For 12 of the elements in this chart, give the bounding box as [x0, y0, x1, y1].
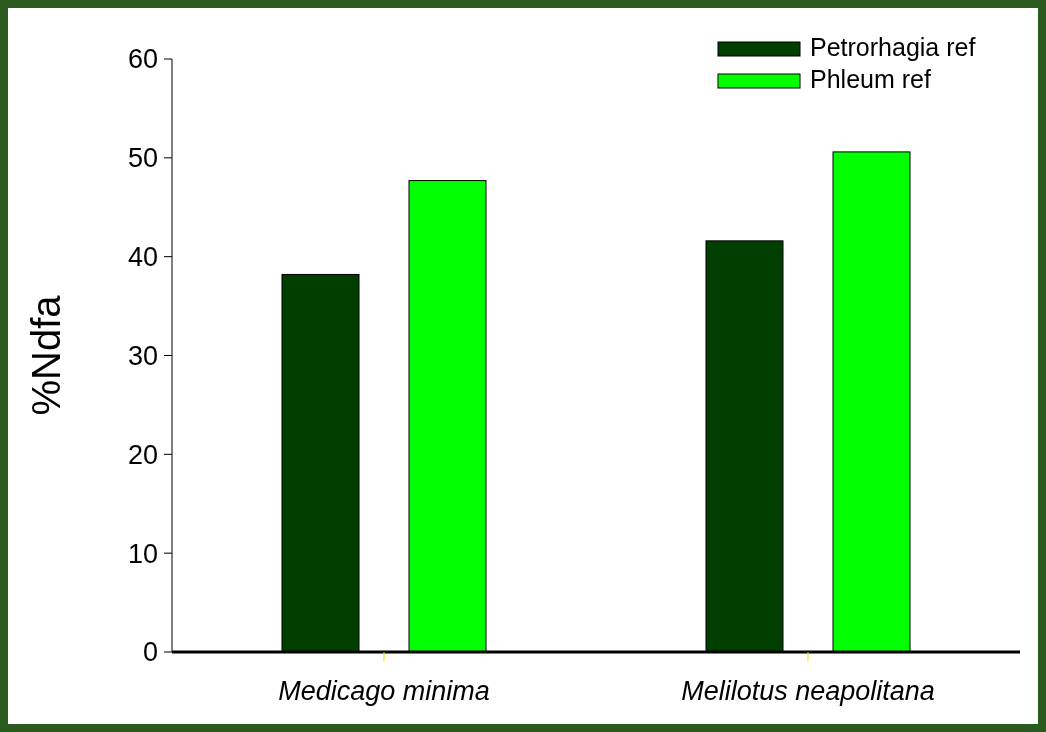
- y-tick-label: 60: [127, 44, 158, 75]
- y-tick-label: 0: [142, 637, 158, 668]
- legend-label: Petrorhagia ref: [810, 33, 976, 61]
- y-tick-label: 40: [127, 242, 158, 273]
- y-axis-title: %Ndfa: [24, 294, 68, 416]
- x-tick-label: Medicago minima: [278, 676, 490, 706]
- y-tick-label: 50: [127, 143, 158, 174]
- y-tick-label: 10: [127, 538, 158, 569]
- y-tick-label: 20: [127, 439, 158, 470]
- x-tick-label: Melilotus neapolitana: [681, 676, 935, 706]
- legend-label: Phleum ref: [810, 65, 931, 93]
- y-tick-label: 30: [127, 340, 158, 371]
